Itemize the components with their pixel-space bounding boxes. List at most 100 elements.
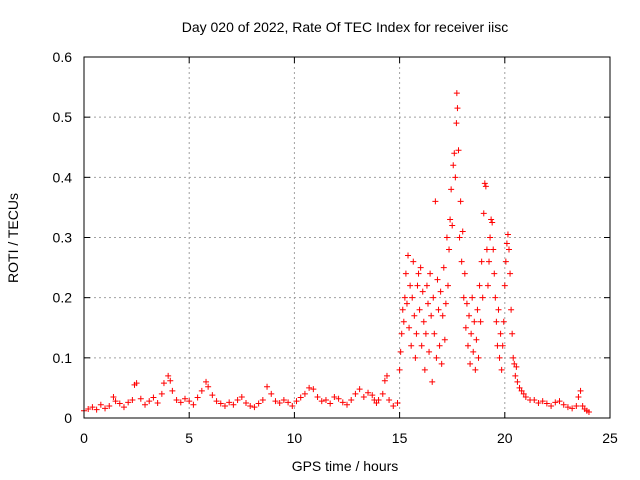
data-point — [427, 270, 434, 277]
data-point — [438, 360, 445, 367]
y-tick-label: 0 — [64, 410, 72, 426]
data-point — [461, 270, 468, 277]
data-point — [186, 398, 193, 405]
data-point — [181, 395, 188, 402]
data-point — [399, 306, 406, 313]
data-point — [112, 398, 119, 405]
data-point — [449, 222, 456, 229]
data-point — [511, 360, 518, 367]
data-point — [142, 401, 149, 408]
data-point — [167, 377, 174, 384]
data-point — [486, 258, 493, 265]
data-point — [129, 396, 136, 403]
data-point — [413, 330, 420, 337]
data-point — [510, 354, 517, 361]
y-tick-label: 0.6 — [53, 49, 73, 65]
data-point — [394, 399, 401, 406]
data-point — [433, 354, 440, 361]
data-point — [453, 120, 460, 127]
data-point — [560, 401, 567, 408]
data-point — [512, 372, 519, 379]
data-point — [194, 394, 201, 401]
data-point — [548, 402, 555, 409]
data-point — [348, 396, 355, 403]
data-point — [516, 384, 523, 391]
data-points — [81, 90, 592, 415]
data-point — [504, 231, 511, 238]
data-point — [369, 392, 376, 399]
data-point — [535, 399, 542, 406]
data-point — [405, 252, 412, 259]
data-point — [476, 282, 483, 289]
data-point — [221, 402, 228, 409]
data-point — [509, 330, 516, 337]
data-point — [564, 404, 571, 411]
data-point — [481, 180, 488, 187]
data-point — [411, 312, 418, 319]
data-point — [464, 342, 471, 349]
data-point — [513, 363, 520, 370]
data-point — [146, 398, 153, 405]
data-point — [276, 399, 283, 406]
data-point — [472, 366, 479, 373]
data-point — [425, 300, 432, 307]
data-point — [436, 342, 443, 349]
data-point — [120, 404, 127, 411]
data-point — [577, 387, 584, 394]
y-tick-label: 0.3 — [53, 230, 73, 246]
data-point — [508, 306, 515, 313]
data-point — [418, 342, 425, 349]
data-point — [234, 396, 241, 403]
data-point — [190, 401, 197, 408]
data-point — [173, 396, 180, 403]
data-point — [209, 392, 216, 399]
x-axis-label: GPS time / hours — [292, 458, 399, 474]
data-point — [495, 306, 502, 313]
data-point — [381, 377, 388, 384]
data-point — [322, 396, 329, 403]
data-point — [477, 318, 484, 325]
data-point — [439, 312, 446, 319]
data-point — [444, 282, 451, 289]
data-point — [205, 383, 212, 390]
data-point — [102, 405, 109, 412]
data-point — [217, 400, 224, 407]
data-point — [110, 393, 117, 400]
data-point — [494, 342, 501, 349]
data-point — [154, 399, 161, 406]
data-point — [531, 396, 538, 403]
data-point — [403, 300, 410, 307]
data-point — [453, 90, 460, 97]
data-point — [230, 401, 237, 408]
data-point — [396, 366, 403, 373]
data-point — [89, 404, 96, 411]
data-point — [398, 330, 405, 337]
x-tick-label: 25 — [602, 430, 618, 446]
data-point — [455, 147, 462, 154]
data-point — [268, 390, 275, 397]
data-point — [556, 398, 563, 405]
data-point — [569, 405, 576, 412]
data-point — [198, 387, 205, 394]
data-point — [383, 372, 390, 379]
data-point — [497, 330, 504, 337]
data-point — [507, 270, 514, 277]
data-point — [226, 399, 233, 406]
x-tick-label: 0 — [80, 430, 88, 446]
data-point — [97, 401, 104, 408]
data-point — [426, 348, 433, 355]
data-point — [457, 198, 464, 205]
y-tick-label: 0.5 — [53, 109, 73, 125]
data-point — [137, 395, 144, 402]
data-point — [85, 405, 92, 412]
data-point — [463, 300, 470, 307]
data-point — [503, 240, 510, 247]
data-point — [251, 404, 258, 411]
data-point — [421, 366, 428, 373]
data-point — [520, 390, 527, 397]
data-point — [458, 258, 465, 265]
data-point — [492, 294, 499, 301]
data-point — [447, 216, 454, 223]
data-point — [400, 318, 407, 325]
data-point — [518, 387, 525, 394]
